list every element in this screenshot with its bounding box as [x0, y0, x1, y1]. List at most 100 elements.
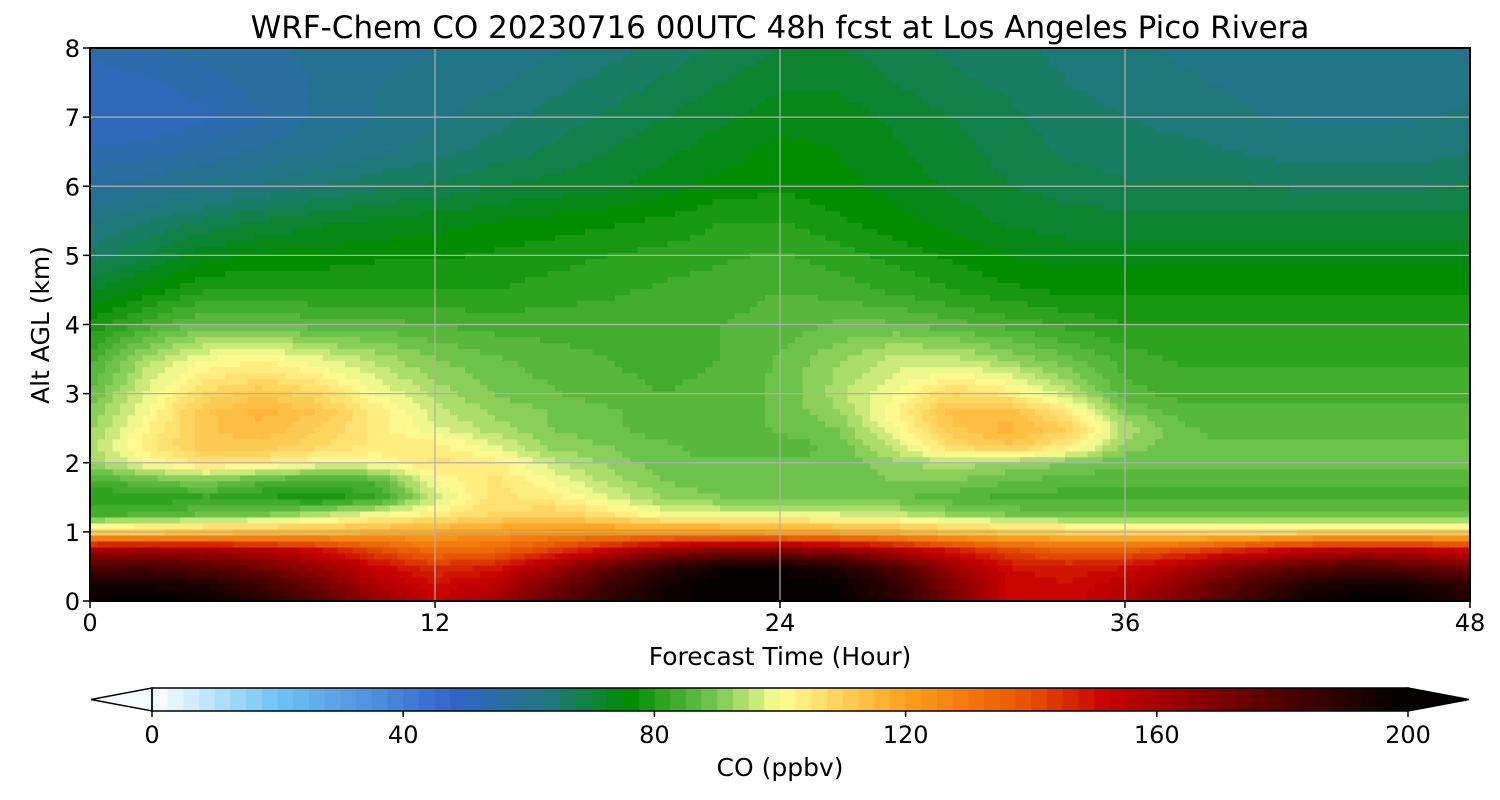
contour-cell: [1065, 426, 1074, 434]
contour-cell: [945, 408, 1021, 416]
contour-cell: [172, 306, 466, 314]
contour-cell: [652, 468, 879, 476]
contour-cell: [960, 126, 1036, 133]
colorbar-swatch: [513, 688, 530, 711]
contour-cell: [1237, 582, 1246, 590]
contour-cell: [1417, 120, 1471, 127]
contour-cell: [637, 132, 706, 139]
contour-cell: [900, 552, 909, 560]
contour-cell: [187, 96, 249, 103]
contour-cell: [172, 318, 406, 326]
contour-cell: [495, 246, 639, 253]
contour-cell: [922, 426, 931, 434]
contour-cell: [277, 444, 316, 452]
contour-cell: [135, 192, 196, 199]
contour-cell: [967, 318, 1044, 326]
contour-cell: [1207, 588, 1216, 596]
contour-cell: [1267, 594, 1284, 602]
contour-cell: [922, 384, 946, 392]
contour-cell: [97, 396, 114, 404]
contour-cell: [1102, 456, 1471, 464]
contour-cell: [97, 438, 114, 446]
contour-cell: [787, 342, 834, 350]
contour-cell: [600, 540, 624, 548]
contour-cell: [510, 180, 631, 187]
contour-cell: [675, 570, 699, 578]
contour-cell: [1110, 354, 1164, 362]
contour-cell: [1185, 552, 1209, 560]
contour-cell: [592, 438, 669, 446]
contour-cell: [1087, 432, 1096, 440]
contour-cell: [1290, 576, 1306, 584]
contour-cell: [225, 72, 309, 79]
contour-cell: [1177, 360, 1471, 368]
contour-cell: [622, 414, 766, 422]
contour-cell: [1087, 420, 1104, 428]
contour-cell: [877, 534, 909, 542]
contour-cell: [1245, 564, 1269, 572]
contour-cell: [930, 324, 1006, 332]
contour-cell: [420, 402, 444, 410]
contour-cell: [382, 546, 399, 554]
contour-cell: [240, 84, 309, 91]
contour-cell: [585, 396, 766, 404]
contour-cell: [1125, 396, 1179, 404]
contour-cell: [1065, 408, 1074, 416]
contour-cell: [195, 396, 211, 404]
contour-cell: [1267, 552, 1284, 560]
contour-cell: [1282, 558, 1299, 566]
contour-cell: [90, 282, 106, 290]
contour-cell: [1125, 438, 1156, 446]
contour-cell: [510, 420, 549, 428]
contour-cell: [390, 594, 406, 602]
contour-cell: [720, 324, 819, 332]
contour-cell: [990, 522, 1066, 530]
contour-cell: [945, 384, 969, 392]
contour-cell: [1012, 426, 1044, 434]
contour-cell: [420, 594, 429, 602]
contour-cell: [120, 408, 136, 416]
contour-cell: [630, 288, 886, 296]
contour-cell: [217, 414, 256, 422]
contour-cell: [502, 522, 616, 530]
contour-cell: [382, 498, 399, 506]
contour-cell: [480, 570, 504, 578]
contour-cell: [750, 306, 909, 314]
contour-cell: [802, 552, 841, 560]
colorbar-swatch: [780, 688, 797, 711]
contour-cell: [1065, 522, 1471, 530]
contour-cell: [270, 594, 286, 602]
contour-cell: [1087, 594, 1104, 602]
contour-cell: [390, 492, 399, 500]
contour-cell: [180, 414, 196, 422]
contour-cell: [1350, 588, 1366, 596]
contour-cell: [915, 420, 931, 428]
contour-cell: [277, 360, 309, 368]
contour-cell: [1042, 132, 1186, 139]
contour-cell: [937, 180, 1006, 187]
contour-cell: [90, 186, 159, 193]
contour-cell: [90, 60, 106, 67]
contour-cell: [855, 246, 924, 253]
contour-cell: [1230, 570, 1239, 578]
contour-cell: [922, 408, 931, 416]
contour-cell: [472, 450, 504, 458]
contour-cell: [952, 498, 1471, 506]
contour-cell: [982, 78, 1066, 85]
contour-cell: [1462, 570, 1471, 578]
contour-cell: [570, 126, 646, 133]
contour-cell: [720, 522, 834, 530]
contour-cell: [907, 534, 939, 542]
contour-cell: [510, 120, 586, 127]
contour-cell: [375, 480, 391, 488]
contour-cell: [877, 468, 1006, 476]
contour-cell: [570, 342, 721, 350]
contour-cell: [90, 336, 106, 344]
contour-cell: [120, 276, 159, 284]
contour-cell: [90, 594, 189, 602]
contour-cell: [390, 396, 414, 404]
contour-cell: [907, 426, 924, 434]
contour-cell: [637, 564, 654, 572]
contour-cell: [105, 426, 121, 434]
contour-cell: [1035, 354, 1074, 362]
